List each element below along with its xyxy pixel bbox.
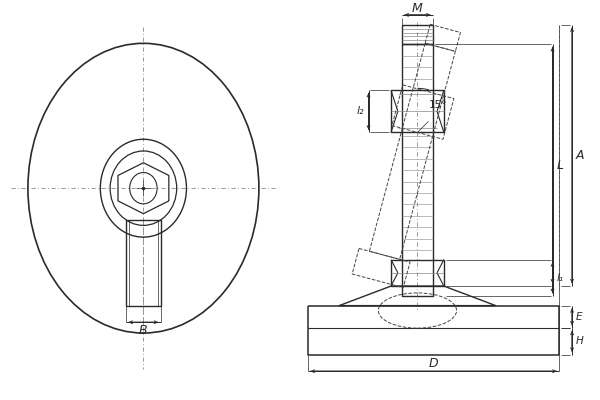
- Text: B: B: [139, 324, 148, 336]
- Text: H: H: [576, 336, 584, 346]
- Text: A: A: [576, 149, 584, 162]
- Text: l₂: l₂: [357, 106, 365, 116]
- Text: E: E: [576, 312, 583, 322]
- Text: D: D: [429, 357, 439, 370]
- Text: 15°: 15°: [429, 100, 448, 110]
- Text: l₁: l₁: [556, 273, 563, 283]
- Text: L: L: [556, 159, 563, 172]
- Text: M: M: [412, 2, 423, 14]
